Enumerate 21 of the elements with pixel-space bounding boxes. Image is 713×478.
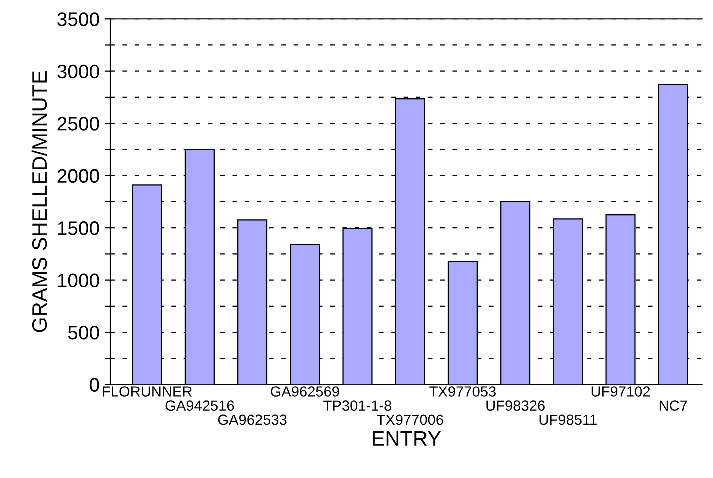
x-tick-label: FLORUNNER bbox=[103, 386, 192, 397]
x-tick-label: TX977053 bbox=[430, 386, 496, 397]
x-axis-title: ENTRY bbox=[372, 432, 442, 446]
x-tick-label: UF98326 bbox=[486, 400, 545, 412]
x-tick-label: GA942516 bbox=[166, 400, 234, 412]
x-tick-label: NC7 bbox=[660, 400, 688, 412]
y-tick-label: 2500 bbox=[58, 117, 100, 131]
y-tick-label: 500 bbox=[68, 326, 100, 340]
y-tick-label: 1500 bbox=[58, 222, 100, 236]
y-tick-label: 3000 bbox=[58, 64, 100, 79]
x-tick-label: UF98511 bbox=[540, 414, 597, 426]
y-tick-label: 1000 bbox=[58, 274, 100, 288]
x-tick-label: GA962569 bbox=[271, 386, 340, 397]
x-tick-label: TX977006 bbox=[377, 414, 444, 426]
y-tick-label: 0 bbox=[90, 378, 100, 392]
y-tick-label: 2000 bbox=[58, 169, 100, 184]
x-tick-label: TP301-1-8 bbox=[324, 400, 392, 412]
y-tick-label: 3500 bbox=[58, 12, 100, 26]
x-tick-label: GA962533 bbox=[218, 414, 287, 426]
x-tick-label: UF97102 bbox=[592, 386, 650, 397]
y-axis-title: GRAMS SHELLED/MINUTE bbox=[32, 71, 48, 332]
